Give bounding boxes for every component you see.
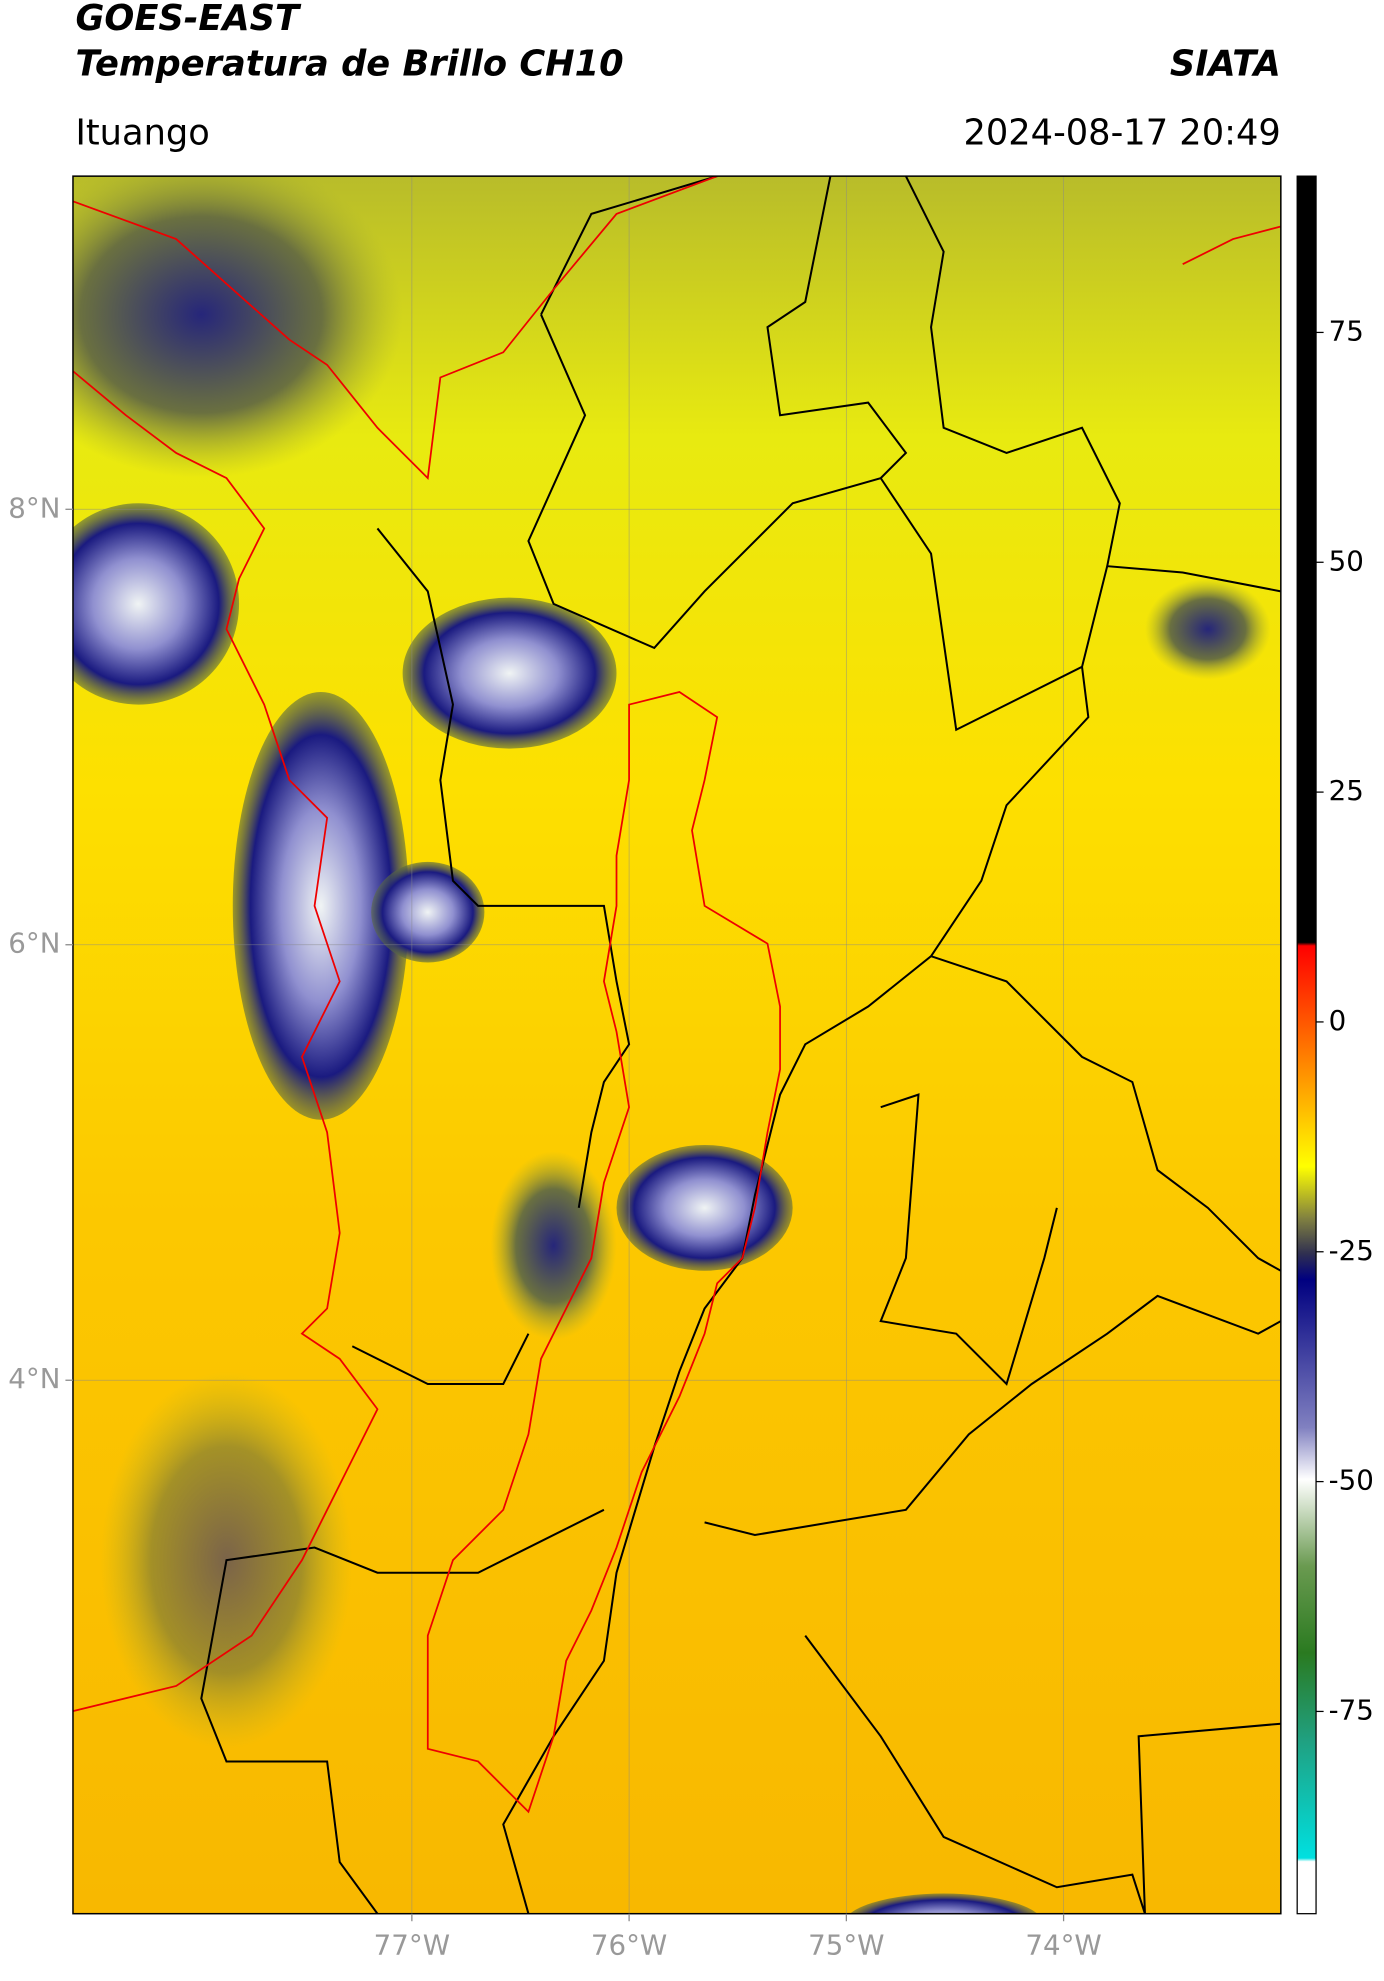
source: SIATA <box>1170 43 1281 84</box>
cloud <box>232 691 409 1120</box>
colorbar-label: 0 <box>1329 1004 1347 1037</box>
y-tick-label: 4°N <box>8 1362 60 1395</box>
title: GOES-EAST <box>75 0 302 39</box>
cloud <box>72 503 240 705</box>
region: Ituango <box>75 113 209 154</box>
datetime: 2024-08-17 20:49 <box>963 113 1280 154</box>
colorbar <box>1296 175 1317 1915</box>
x-tick-label: 76°W <box>591 1928 667 1961</box>
cloud <box>490 1151 617 1340</box>
colorbar-label: -75 <box>1329 1693 1374 1726</box>
x-tick-label: 77°W <box>374 1928 450 1961</box>
cloud <box>1144 578 1271 680</box>
colorbar-label: -50 <box>1329 1464 1374 1497</box>
subtitle: Temperatura de Brillo CH10 <box>75 43 623 84</box>
cloud <box>616 1144 793 1271</box>
colorbar-label: 25 <box>1329 774 1364 807</box>
cloud <box>72 176 403 479</box>
map <box>72 176 1281 1914</box>
x-tick-label: 75°W <box>808 1928 884 1961</box>
x-tick-label: 74°W <box>1025 1928 1101 1961</box>
colorbar-label: 50 <box>1329 544 1364 577</box>
cloud <box>371 861 485 963</box>
cloud <box>849 1893 1038 1914</box>
cloud <box>402 597 617 749</box>
map-frame <box>72 175 1282 1915</box>
y-tick-label: 8°N <box>8 491 60 524</box>
colorbar-label: -25 <box>1329 1234 1374 1267</box>
colorbar-label: 75 <box>1329 314 1364 347</box>
y-tick-label: 6°N <box>8 927 60 960</box>
